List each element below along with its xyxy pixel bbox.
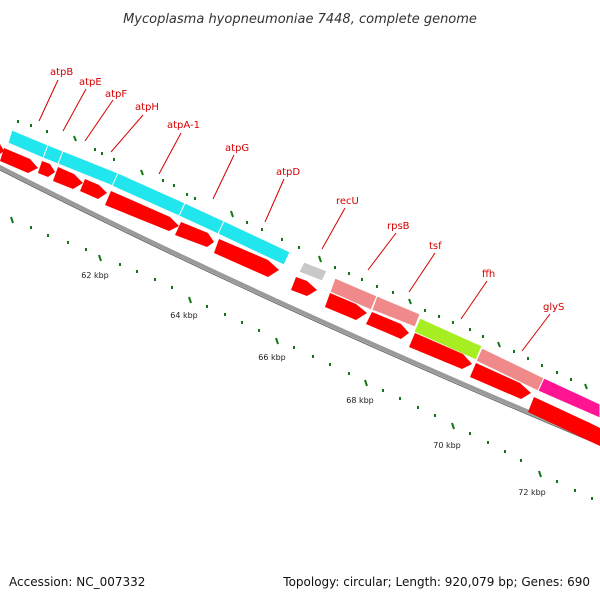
gene-labels [38, 79, 551, 352]
gene-label-atpg: atpG [225, 143, 249, 154]
gene-label-atpb: atpB [50, 67, 73, 78]
kbp-label: 68 kbp [346, 396, 374, 405]
cds-arrow [325, 293, 367, 320]
cds-arrow [528, 397, 600, 446]
kbp-tick-row [10, 216, 593, 500]
cog-band [7, 129, 600, 419]
gene-label-glys: glyS [543, 302, 564, 313]
cog-segment-salmon [371, 295, 421, 328]
cds-arrow [366, 312, 409, 339]
gene-label-tsf: tsf [429, 241, 442, 252]
cds-arrow [214, 239, 279, 277]
gene-label-atpa-1: atpA-1 [167, 120, 200, 131]
kbp-label: 72 kbp [518, 488, 546, 497]
kbp-label: 66 kbp [258, 353, 286, 362]
map-title: Mycoplasma hyopneumoniae 7448, complete … [123, 12, 477, 27]
kbp-labels: 62 kbp 64 kbp 66 kbp 68 kbp 70 kbp 72 kb… [81, 271, 546, 497]
cds-arrow [0, 148, 38, 173]
cds-track [0, 144, 600, 446]
cds-arrow [291, 277, 317, 296]
upper-tick-row [17, 120, 588, 390]
kbp-label: 70 kbp [433, 441, 461, 450]
gene-label-atpe: atpE [79, 77, 102, 88]
cds-arrow [38, 161, 55, 177]
cds-arrow [175, 222, 214, 247]
cds-arrow [409, 333, 472, 369]
topology-text: Topology: circular; Length: 920,079 bp; … [282, 575, 590, 589]
cds-arrow [105, 191, 179, 231]
cds-arrow [470, 363, 531, 399]
gene-label-texts: atpB atpE atpF atpH atpA-1 atpG atpD rec… [50, 67, 564, 313]
gene-label-atpd: atpD [276, 167, 300, 178]
gene-label-recu: recU [336, 196, 359, 207]
gene-label-rpsb: rpsB [387, 221, 410, 232]
cog-segment-magenta [537, 377, 600, 419]
cds-arrow [80, 179, 107, 199]
gene-label-ffh: ffh [482, 269, 495, 280]
cog-segment-cyan [217, 220, 291, 266]
kbp-label: 64 kbp [170, 311, 198, 320]
gene-label-atph: atpH [135, 102, 159, 113]
accession-text: Accession: NC_007332 [9, 575, 145, 589]
cog-segment-salmon [329, 277, 378, 311]
kbp-label: 62 kbp [81, 271, 109, 280]
cds-arrow [53, 167, 83, 189]
genome-backbone [0, 164, 600, 446]
gene-label-atpf: atpF [105, 89, 127, 100]
cog-segment-gray [298, 261, 328, 282]
